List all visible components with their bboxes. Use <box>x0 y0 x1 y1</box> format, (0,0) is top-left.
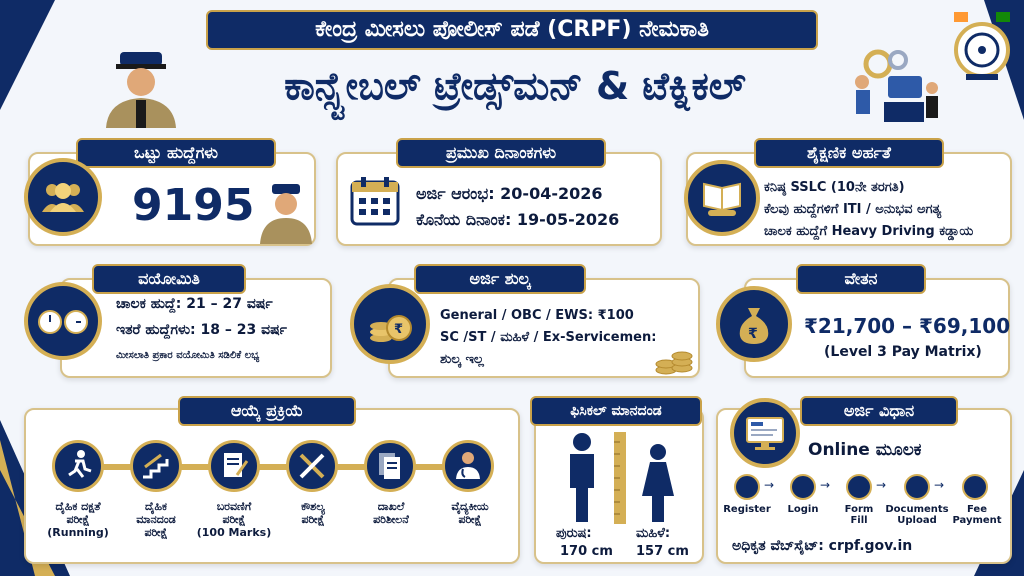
login-user-icon <box>790 474 816 500</box>
stopwatch-icon <box>24 282 102 360</box>
apply-step-fee: Fee Payment <box>952 504 1002 526</box>
selection-step-1-label: ದೈಹಿಕ ದಕ್ಷತೆ ಪರೀಕ್ಷೆ (Running) <box>47 500 109 539</box>
page-subtitle: ಕಾನ್ಸ್ಟೇಬಲ್ ಟ್ರೇಡ್ಸ್‌ಮನ್ & ಟೆಕ್ನಿಕಲ್ <box>284 64 746 108</box>
fee-line-1: General / OBC / EWS: ₹100 <box>440 308 634 323</box>
dates-heading: ಪ್ರಮುಖ ದಿನಾಂಕಗಳು <box>396 138 606 168</box>
official-website[interactable]: ಅಧಿಕೃತ ವೆಬ್‌ಸೈಟ್: crpf.gov.in <box>732 538 913 554</box>
education-line-2: ಕೆಲವು ಹುದ್ದೆಗಳಿಗೆ ITI / ಅನುಭವ ಅಗತ್ಯ <box>764 202 942 217</box>
apply-step-documents: Documents Upload <box>885 504 949 526</box>
money-bag-icon: ₹ <box>716 286 792 362</box>
fee-line-3: ಶುಲ್ಕ ಇಲ್ಲ <box>440 352 484 367</box>
apply-step-login: Login <box>787 504 819 515</box>
selection-step-5-label: ದಾಖಲೆ ಪರಿಶೀಲನೆ <box>373 500 409 526</box>
date-start: ಅರ್ಜಿ ಆರಂಭ: 20-04-2026 <box>416 184 603 203</box>
selection-step-6-label: ವೈದ್ಯಕೀಯ ಪರೀಕ್ಷೆ <box>451 500 489 526</box>
female-officer-illustration <box>260 184 312 244</box>
female-height-value: 157 cm <box>636 544 689 559</box>
education-line-1: ಕನಿಷ್ಠ SSLC (10ನೇ ತರಗತಿ) <box>764 180 905 195</box>
education-line-3: ಚಾಲಕ ಹುದ್ದೆಗೆ Heavy Driving ಕಡ್ಡಾಯ <box>764 224 974 239</box>
selection-heading: ಆಯ್ಕೆ ಪ್ರಕ್ರಿಯೆ <box>178 396 356 426</box>
female-height-label: ಮಹಿಳೆ: <box>636 526 671 541</box>
arrow-icon: → <box>764 478 775 492</box>
selection-step-2-label: ದೈಹಿಕ ಮಾನದಂಡ ಪರೀಕ್ಷೆ <box>136 500 176 539</box>
written-exam-icon <box>208 440 260 492</box>
arrow-icon: → <box>934 478 945 492</box>
apply-heading: ಅರ್ಜಿ ವಿಧಾನ <box>800 396 958 426</box>
register-icon <box>734 474 760 500</box>
crpf-emblem-icon <box>954 12 1010 80</box>
svg-text:₹: ₹ <box>394 322 403 337</box>
doctor-icon <box>442 440 494 492</box>
physical-heading: ಫಿಸಿಕಲ್ ಮಾನದಂಡ <box>530 396 702 426</box>
form-icon <box>846 474 872 500</box>
coin-stack-icon <box>655 351 693 375</box>
apply-step-form: Form Fill <box>844 504 874 526</box>
upload-document-icon <box>904 474 930 500</box>
svg-text:₹: ₹ <box>748 326 758 342</box>
apply-mode: Online ಮೂಲಕ <box>808 440 922 460</box>
book-diploma-icon <box>684 160 760 236</box>
height-figures-icon <box>570 432 674 524</box>
vacancies-heading: ಒಟ್ಟು ಹುದ್ದೆಗಳು <box>76 138 276 168</box>
male-height-value: 170 cm <box>560 544 613 559</box>
salary-heading: ವೇತನ <box>796 264 926 294</box>
age-note: ಮೀಸಲಾತಿ ಪ್ರಕಾರ ವಯೋಮಿತಿ ಸಡಿಲಿಕೆ ಲಭ್ಯ <box>116 350 260 361</box>
police-officer-illustration <box>106 52 176 128</box>
stairs-growth-icon <box>130 440 182 492</box>
age-heading: ವಯೋಮಿತಿ <box>92 264 246 294</box>
salary-range: ₹21,700 – ₹69,100 <box>804 314 1011 338</box>
documents-icon <box>364 440 416 492</box>
date-end: ಕೊನೆಯ ದಿನಾಂಕ: 19-05-2026 <box>416 210 620 229</box>
male-height-label: ಪುರುಷ: <box>556 526 592 541</box>
selection-connector <box>60 464 470 470</box>
arrow-icon: → <box>876 478 887 492</box>
computer-icon <box>730 398 800 468</box>
vacancy-count: 9195 <box>132 180 255 231</box>
age-line-2: ಇತರೆ ಹುದ್ದೆಗಳು: 18 – 23 ವರ್ಷ <box>116 322 287 338</box>
page-title: ಕೇಂದ್ರ ಮೀಸಲು ಪೋಲೀಸ್ ಪಡೆ (CRPF) ನೇಮಕಾತಿ <box>206 10 818 50</box>
calendar-icon <box>350 177 400 226</box>
selection-step-3-label: ಬರವಣಿಗೆ ಪರೀಕ್ಷೆ (100 Marks) <box>196 500 272 539</box>
running-icon <box>52 440 104 492</box>
age-line-1: ಚಾಲಕ ಹುದ್ದೆ: 21 – 27 ವರ್ಷ <box>116 296 273 312</box>
technician-illustration <box>855 49 938 122</box>
coins-icon: ₹ <box>350 284 430 364</box>
group-people-icon <box>24 158 102 236</box>
fee-line-2: SC /ST / ಮಹಿಳೆ / Ex-Servicemen: <box>440 330 657 345</box>
salary-matrix: (Level 3 Pay Matrix) <box>824 344 982 360</box>
arrow-icon: → <box>820 478 831 492</box>
tools-icon <box>286 440 338 492</box>
education-heading: ಶೈಕ್ಷಣಿಕ ಅರ್ಹತೆ <box>754 138 944 168</box>
selection-step-4-label: ಕೌಶಲ್ಯ ಪರೀಕ್ಷೆ <box>301 500 325 526</box>
payment-icon <box>962 474 988 500</box>
fee-heading: ಅರ್ಜಿ ಶುಲ್ಕ <box>414 264 586 294</box>
apply-step-register: Register <box>723 504 771 515</box>
